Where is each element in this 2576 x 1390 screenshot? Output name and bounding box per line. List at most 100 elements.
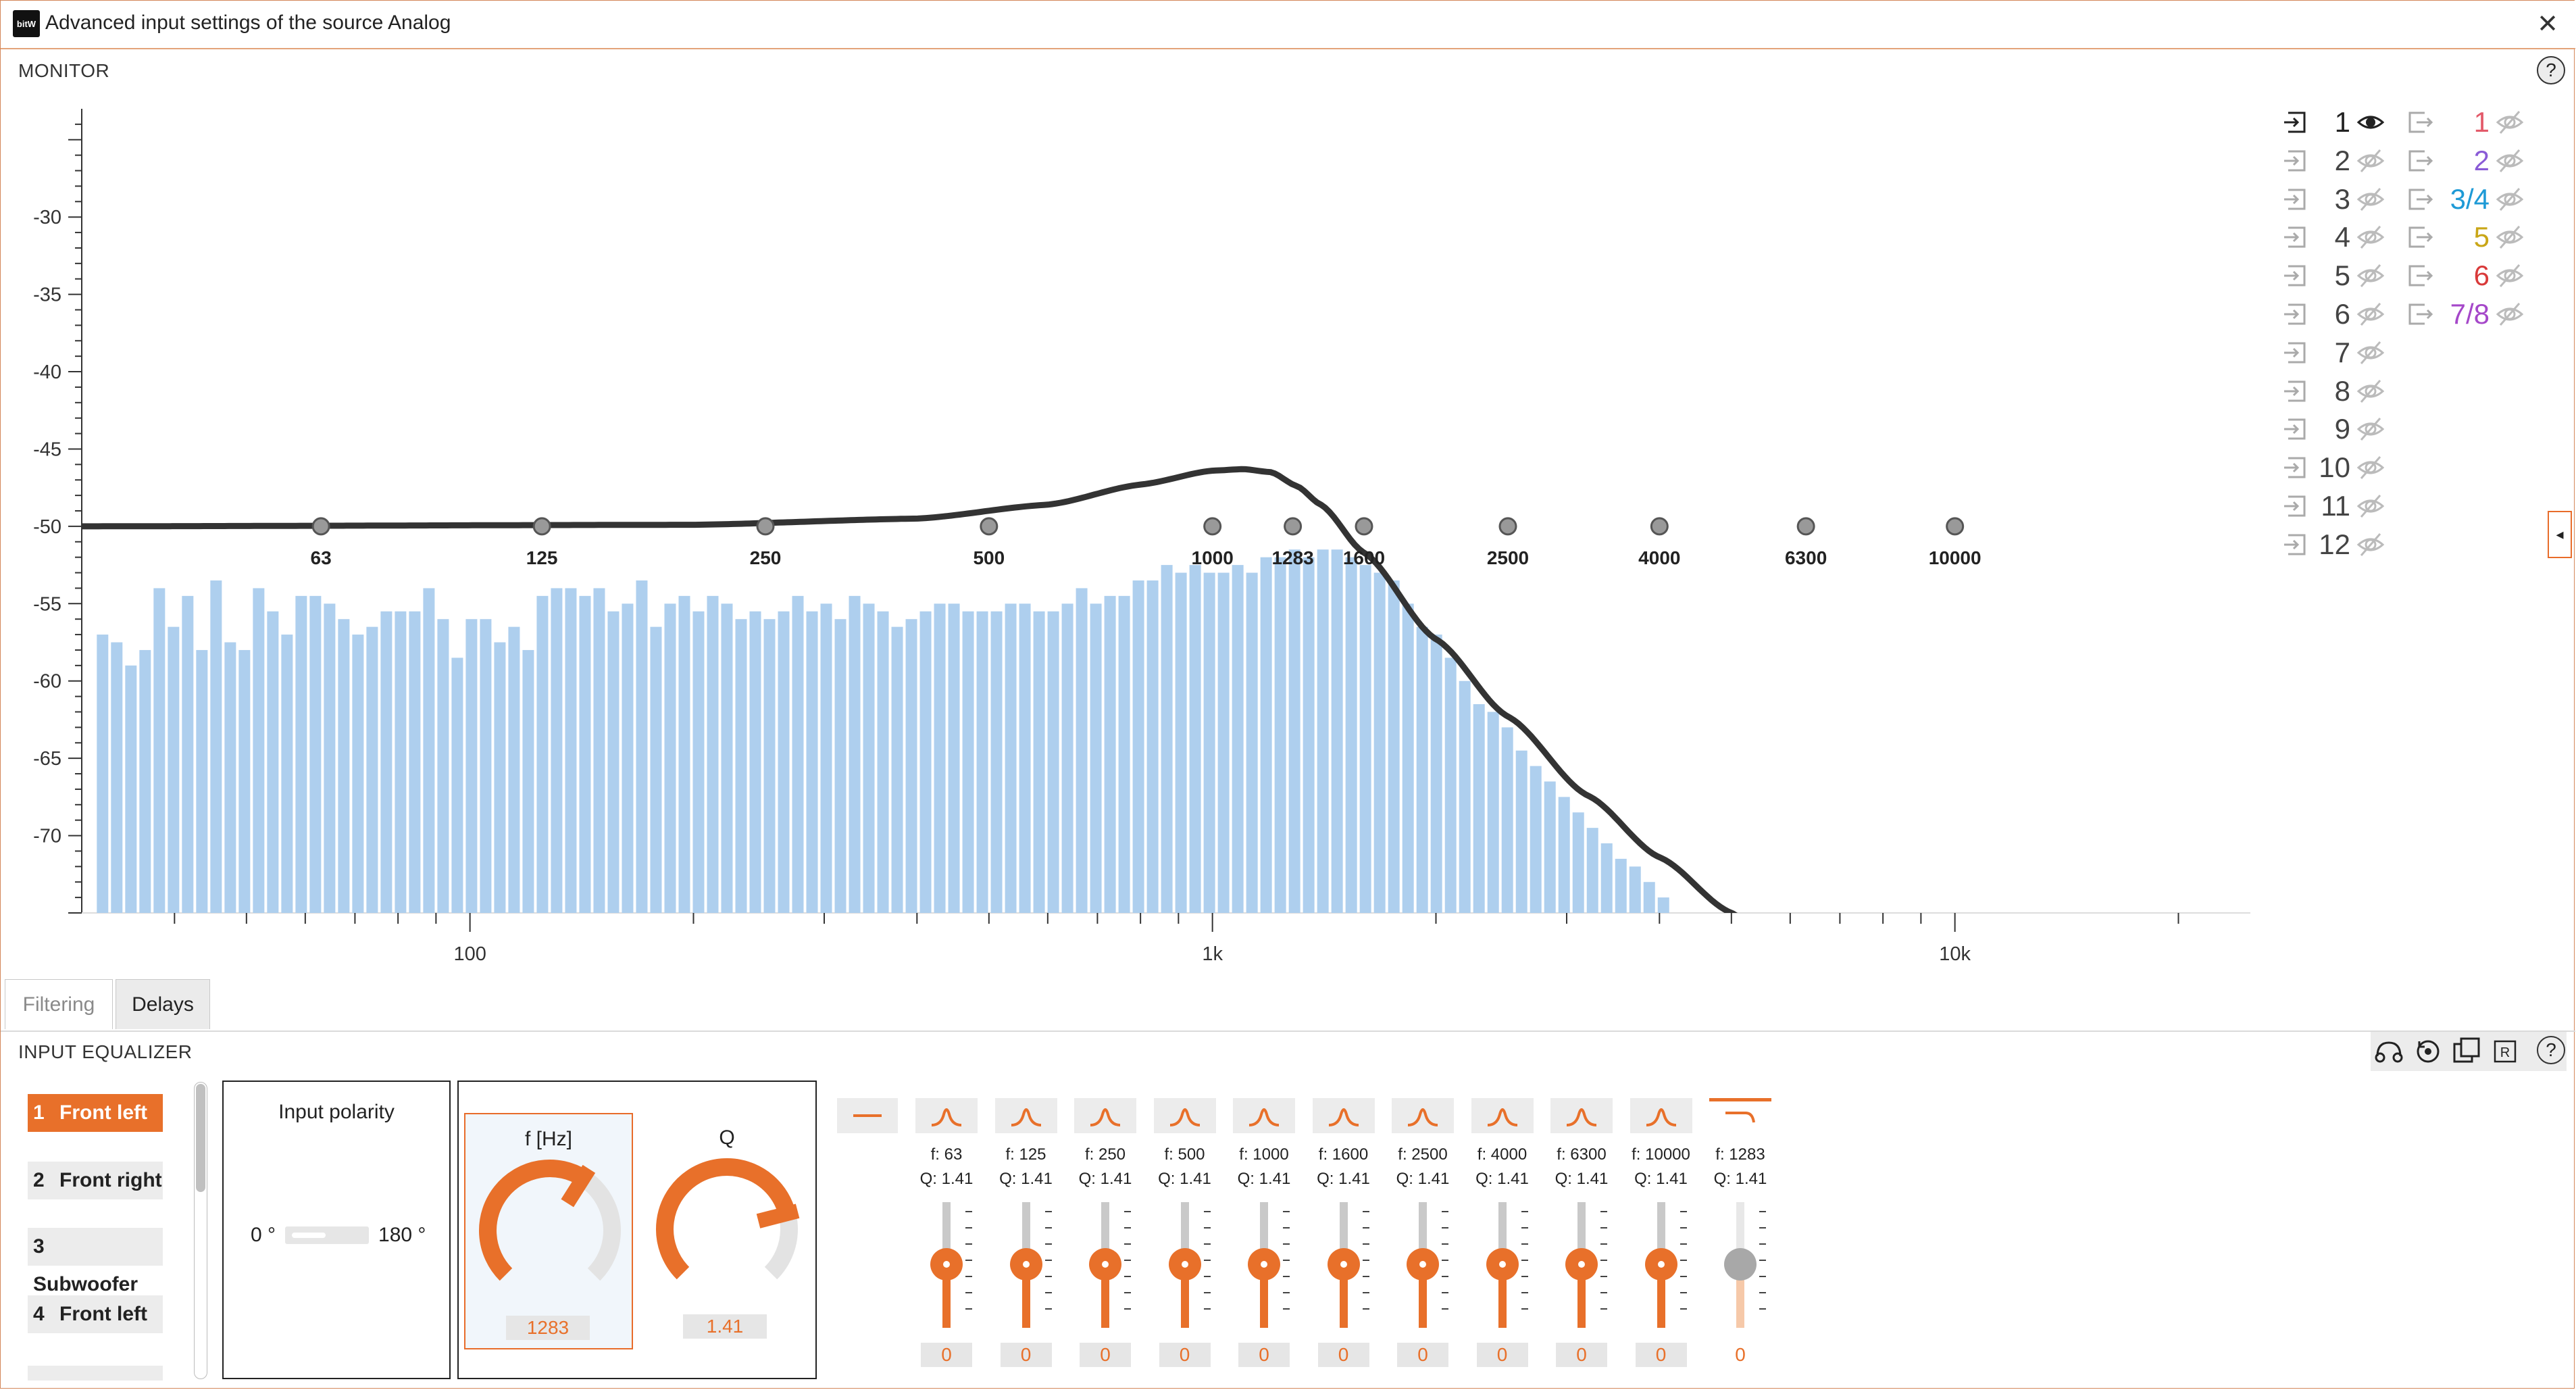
eq-point-handle[interactable] xyxy=(1498,517,1517,536)
band-gain-value[interactable]: 0 xyxy=(1635,1343,1687,1367)
legend-output-3/4[interactable]: 3/4 xyxy=(2406,182,2523,216)
eye-off-icon[interactable] xyxy=(2496,301,2523,328)
band-gain-value[interactable]: 0 xyxy=(1080,1343,1131,1367)
peak-filter-button[interactable] xyxy=(1312,1098,1375,1133)
channel-item[interactable]: 1 Front left xyxy=(28,1094,163,1132)
q-knob[interactable] xyxy=(642,1153,811,1309)
tab-delays[interactable]: Delays xyxy=(116,979,210,1029)
eye-off-icon[interactable] xyxy=(2496,186,2523,213)
restore-icon[interactable]: R xyxy=(2488,1036,2522,1067)
legend-output-5[interactable]: 5 xyxy=(2406,220,2523,254)
eye-off-icon[interactable] xyxy=(2357,147,2384,174)
peak-filter-button[interactable] xyxy=(1074,1098,1136,1133)
peak-filter-button[interactable] xyxy=(915,1098,978,1133)
gain-slider[interactable] xyxy=(915,1198,978,1333)
polarity-toggle[interactable] xyxy=(285,1226,370,1244)
band-gain-value[interactable]: 0 xyxy=(921,1343,972,1367)
collapse-panel-button[interactable]: ◂ xyxy=(2548,511,2572,558)
gain-slider[interactable] xyxy=(995,1198,1057,1333)
frequency-chart[interactable]: -30 -35 -40 -45 -50 -55 -60 -65 -70 100 1k 10k 63 125… xyxy=(1,95,2257,974)
legend-input-12[interactable]: 12 xyxy=(2284,528,2384,562)
legend-input-8[interactable]: 8 xyxy=(2284,374,2384,408)
eye-off-icon[interactable] xyxy=(2496,147,2523,174)
legend-input-11[interactable]: 11 xyxy=(2284,489,2384,523)
channel-item[interactable]: 3 Subwoofer xyxy=(28,1228,163,1295)
eq-point-handle[interactable] xyxy=(532,517,551,536)
headphones-icon[interactable] xyxy=(2372,1036,2406,1067)
legend-input-10[interactable]: 10 xyxy=(2284,451,2384,485)
eq-point-handle[interactable] xyxy=(756,517,775,536)
legend-input-4[interactable]: 4 xyxy=(2284,220,2384,254)
eq-point-handle[interactable] xyxy=(311,517,330,536)
knob-pointer[interactable] xyxy=(756,1203,800,1228)
eye-off-icon[interactable] xyxy=(2357,186,2384,213)
peak-filter-button[interactable] xyxy=(1153,1098,1216,1133)
band-gain-value[interactable]: 0 xyxy=(1556,1343,1607,1367)
tab-filtering[interactable]: Filtering xyxy=(5,979,113,1029)
peak-filter-button[interactable] xyxy=(1392,1098,1454,1133)
eye-off-icon[interactable] xyxy=(2357,301,2384,328)
eye-off-icon[interactable] xyxy=(2357,339,2384,366)
eye-icon[interactable] xyxy=(2357,109,2384,136)
peak-filter-button[interactable] xyxy=(1471,1098,1534,1133)
eye-off-icon[interactable] xyxy=(2496,224,2523,251)
slider-handle[interactable] xyxy=(1724,1248,1757,1281)
eye-off-icon[interactable] xyxy=(2357,531,2384,558)
band-gain-value[interactable]: 0 xyxy=(1397,1343,1448,1367)
peak-filter-button[interactable] xyxy=(1630,1098,1692,1133)
copy-icon[interactable] xyxy=(2450,1036,2484,1067)
band-gain-value[interactable]: 0 xyxy=(1317,1343,1369,1367)
frequency-knob-box[interactable]: f [Hz] 1283 xyxy=(464,1113,633,1349)
flat-filter-button[interactable] xyxy=(837,1098,898,1133)
legend-input-9[interactable]: 9 xyxy=(2284,412,2384,446)
band-gain-value[interactable]: 0 xyxy=(1159,1343,1211,1367)
frequency-value[interactable]: 1283 xyxy=(506,1316,590,1340)
band-gain-value[interactable]: 0 xyxy=(1000,1343,1052,1367)
q-value[interactable]: 1.41 xyxy=(683,1314,767,1339)
legend-input-1[interactable]: 1 xyxy=(2284,105,2384,139)
eq-point-handle[interactable] xyxy=(1796,517,1815,536)
monitor-help-button[interactable]: ? xyxy=(2537,56,2565,84)
band-gain-value[interactable]: 0 xyxy=(1238,1343,1290,1367)
gain-slider[interactable] xyxy=(1471,1198,1534,1333)
frequency-knob[interactable] xyxy=(465,1155,634,1310)
channel-item[interactable]: 4 Front left xyxy=(28,1295,163,1333)
gain-slider[interactable] xyxy=(1233,1198,1295,1333)
legend-input-6[interactable]: 6 xyxy=(2284,297,2384,331)
peak-filter-button[interactable] xyxy=(994,1098,1057,1133)
eye-off-icon[interactable] xyxy=(2357,224,2384,251)
eye-off-icon[interactable] xyxy=(2357,378,2384,405)
band-gain-value[interactable]: 0 xyxy=(1735,1344,1746,1365)
channel-item[interactable]: 2 Front right xyxy=(28,1162,163,1199)
legend-input-3[interactable]: 3 xyxy=(2284,182,2384,216)
peak-filter-button[interactable] xyxy=(1550,1098,1613,1133)
eq-point-handle[interactable] xyxy=(980,517,999,536)
legend-input-7[interactable]: 7 xyxy=(2284,336,2384,370)
band-gain-value[interactable]: 0 xyxy=(1476,1343,1528,1367)
gain-slider[interactable] xyxy=(1074,1198,1136,1333)
eye-off-icon[interactable] xyxy=(2357,493,2384,520)
legend-output-7/8[interactable]: 7/8 xyxy=(2406,297,2523,331)
gain-slider[interactable] xyxy=(1550,1198,1613,1333)
peak-filter-button[interactable] xyxy=(1233,1098,1295,1133)
legend-input-2[interactable]: 2 xyxy=(2284,144,2384,178)
legend-output-6[interactable]: 6 xyxy=(2406,259,2523,293)
close-button[interactable]: ✕ xyxy=(2537,10,2558,39)
eye-off-icon[interactable] xyxy=(2357,454,2384,481)
eye-off-icon[interactable] xyxy=(2357,416,2384,443)
knob-pointer[interactable] xyxy=(561,1164,596,1208)
eq-point-handle[interactable] xyxy=(1946,517,1965,536)
gain-slider[interactable] xyxy=(1630,1198,1692,1333)
channel-item-partial[interactable] xyxy=(28,1366,163,1381)
gain-slider[interactable] xyxy=(1313,1198,1375,1333)
scrollbar-thumb[interactable] xyxy=(196,1084,205,1192)
eye-off-icon[interactable] xyxy=(2496,262,2523,289)
reset-icon[interactable] xyxy=(2411,1036,2445,1067)
eye-off-icon[interactable] xyxy=(2357,262,2384,289)
eq-point-handle[interactable] xyxy=(1650,517,1669,536)
gain-slider[interactable] xyxy=(1154,1198,1216,1333)
eq-point-handle[interactable] xyxy=(1355,517,1373,536)
lowpass-filter-button[interactable] xyxy=(1709,1098,1771,1133)
legend-output-2[interactable]: 2 xyxy=(2406,144,2523,178)
channel-list-scrollbar[interactable] xyxy=(194,1082,207,1379)
